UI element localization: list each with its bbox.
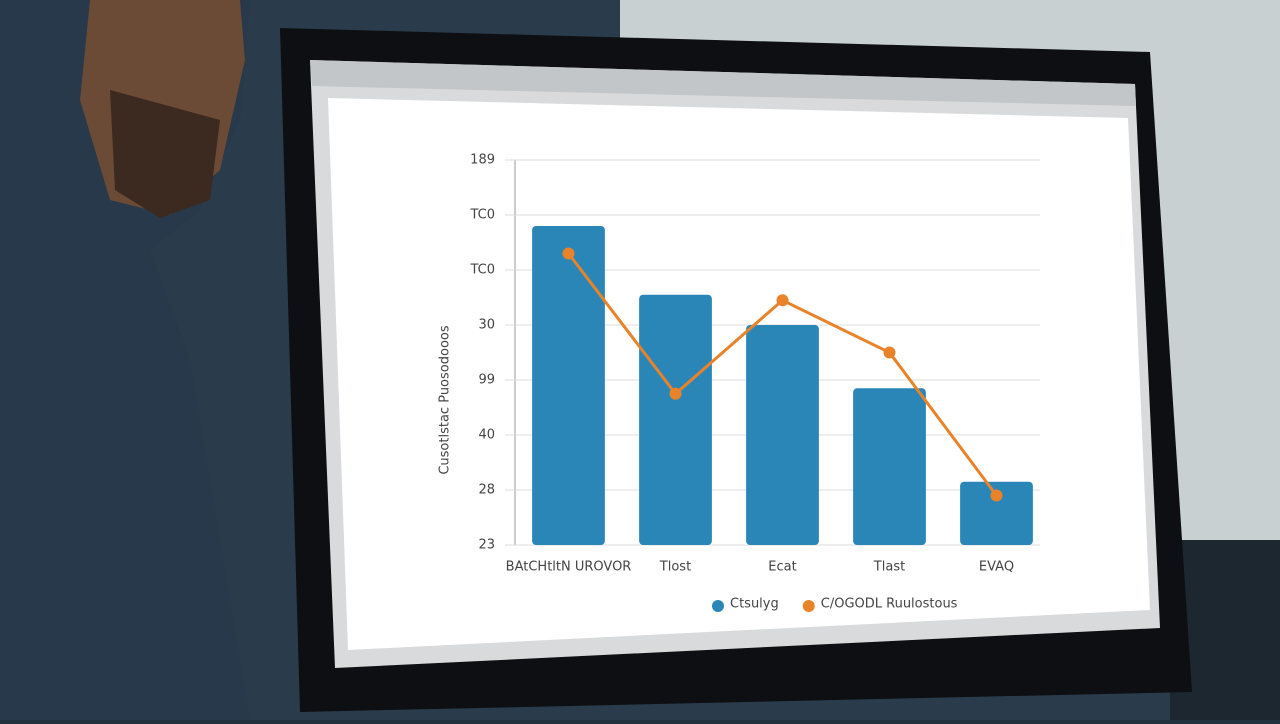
- bar: [639, 294, 712, 545]
- bar: [746, 325, 819, 545]
- legend-marker: [802, 600, 815, 612]
- x-tick-label: EVAQ: [979, 560, 1014, 575]
- line-point: [776, 294, 789, 307]
- y-tick-label: TC0: [469, 208, 495, 223]
- y-axis-label: Cusotlstac Puosodooos: [438, 325, 453, 475]
- y-tick-label: 28: [478, 483, 495, 498]
- bar: [853, 388, 926, 545]
- bar: [532, 226, 605, 545]
- x-tick-label: BAtCHtltN UROVOR: [506, 560, 632, 575]
- x-tick-label: Tlast: [873, 560, 905, 575]
- x-tick-label: Ecat: [768, 560, 796, 575]
- browser-bar: [310, 60, 1136, 106]
- y-tick-label: 30: [478, 318, 495, 333]
- legend-marker: [712, 600, 724, 612]
- line-point: [669, 387, 682, 400]
- line-point: [562, 247, 575, 260]
- chart: Cusotlstac Puosodooos 23 28 40 99 30 TC0 TC0 18…: [438, 153, 1040, 612]
- line-point: [990, 489, 1003, 502]
- y-tick-label: 23: [478, 538, 495, 553]
- bar: [960, 481, 1033, 545]
- y-tick-label: 40: [478, 428, 495, 443]
- y-tick-label: 99: [478, 373, 495, 388]
- y-tick-label: 189: [470, 153, 495, 168]
- person-beard: [110, 90, 220, 218]
- legend-label: Ctsulyg: [730, 597, 779, 612]
- x-tick-label: Tlost: [659, 560, 691, 575]
- line-point: [883, 346, 896, 359]
- legend-label: C/OGODL Ruulostous: [821, 597, 958, 612]
- y-tick-label: TC0: [469, 263, 495, 278]
